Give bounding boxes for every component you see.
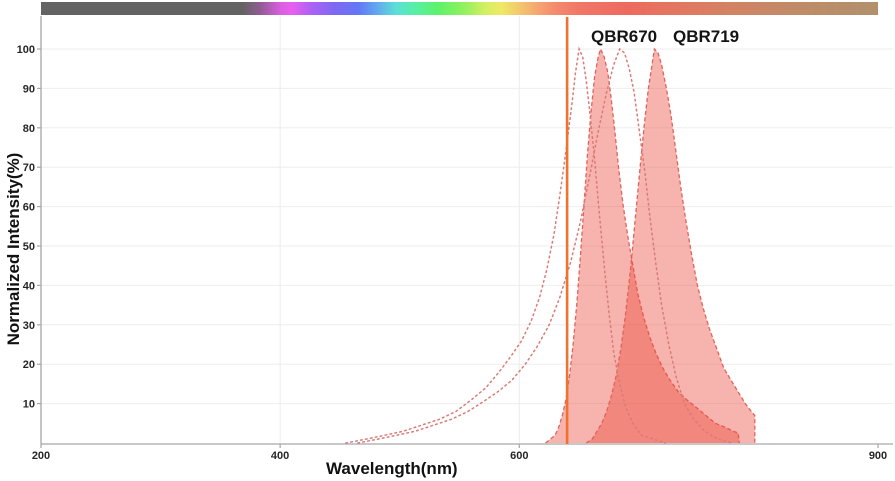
emission-area-qbr719-emission xyxy=(586,49,755,443)
y-tick-label: 70 xyxy=(23,162,35,174)
excitation-line-qbr719-excitation xyxy=(357,47,733,444)
x-axis-title: Wavelength(nm) xyxy=(326,459,458,478)
dye-label-qbr719: QBR719 xyxy=(673,27,740,46)
x-tick-label: 600 xyxy=(510,450,528,462)
emission-border-qbr719-emission xyxy=(585,47,756,444)
y-tick-label: 10 xyxy=(23,399,35,411)
y-tick-label: 100 xyxy=(17,44,35,56)
y-tick-label: 30 xyxy=(23,320,35,332)
x-tick-label: 400 xyxy=(271,450,289,462)
y-tick-label: 50 xyxy=(23,241,35,253)
wavelength-spectrum-colorbar xyxy=(41,2,878,15)
dye-label-qbr670: QBR670 xyxy=(591,27,658,46)
x-tick-label: 900 xyxy=(869,450,887,462)
y-tick-label: 20 xyxy=(23,359,35,371)
emission-border-qbr670-emission xyxy=(545,47,740,444)
y-tick-label: 90 xyxy=(23,83,35,95)
x-tick-label: 200 xyxy=(32,450,50,462)
y-tick-label: 60 xyxy=(23,202,35,214)
y-tick-label: 80 xyxy=(23,123,35,135)
y-axis-title: Normalized Intensity(%) xyxy=(4,152,23,346)
y-tick-label: 40 xyxy=(23,280,35,292)
